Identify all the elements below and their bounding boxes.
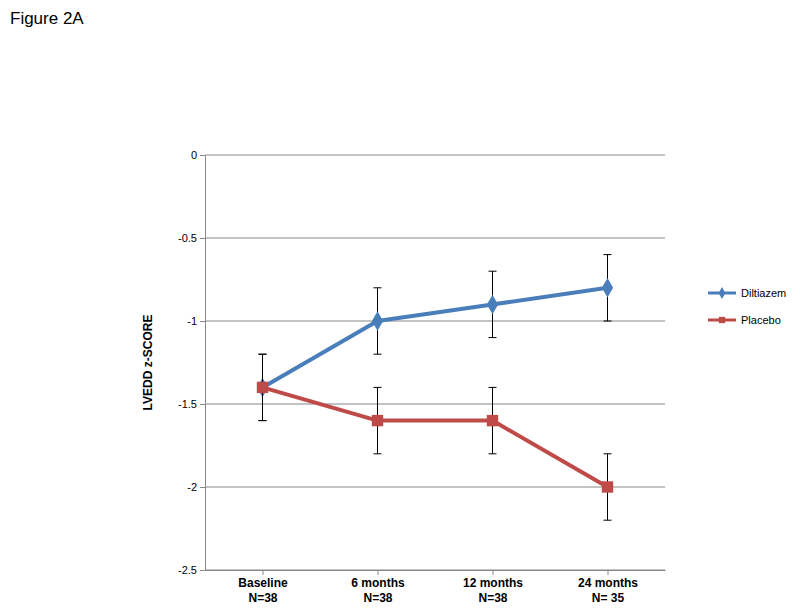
legend-item: Diltiazem [708,287,786,299]
y-tick-mark [200,404,205,405]
y-tick: -2 [187,481,205,493]
legend-marker [719,317,725,323]
x-tick-label: BaselineN=38 [238,576,288,605]
error-bar-cap [259,420,267,421]
x-axis-line [206,570,666,571]
y-tick-label: 0 [191,149,197,161]
grid-line [205,570,665,571]
x-tick-mark [378,570,379,575]
y-tick: -1.5 [178,398,205,410]
y-tick-mark [200,238,205,239]
y-axis-line [205,156,206,571]
y-axis-title: LVEDD z-SCORE [141,315,155,411]
point-marker [602,278,613,298]
x-axis: BaselineN=38 6 monthsN=38 12 monthsN=38 24 … [206,570,666,605]
error-bar-cap [259,354,267,355]
x-tick: 24 monthsN= 35 [578,570,638,605]
y-tick-label: -1.5 [178,398,197,410]
error-bar-cap [489,271,497,272]
series [257,354,613,520]
y-tick-mark [200,321,205,322]
y-tick: -0.5 [178,232,205,244]
point-marker [487,415,498,426]
error-bar-cap [604,453,612,454]
legend-label: Placebo [741,314,781,326]
error-bar-cap [604,321,612,322]
error-bar-cap [259,420,267,421]
error-bar-cap [374,453,382,454]
point-marker [487,295,498,315]
series-line [263,387,608,487]
grid-line [205,155,665,156]
x-tick: 12 monthsN=38 [463,570,523,605]
x-tick: 6 monthsN=38 [351,570,405,605]
y-tick-mark [200,487,205,488]
error-bar-cap [374,287,382,288]
x-tick: BaselineN=38 [238,570,288,605]
legend-marker [719,287,726,299]
title: Figure 2A [10,9,84,28]
grid-line [205,238,665,239]
legend-label: Diltiazem [741,287,786,299]
error-bar-cap [489,387,497,388]
error-bar-cap [259,354,267,355]
series [257,255,613,421]
error-bar-cap [489,453,497,454]
chart: Figure 2A 0 -0.5 -1 -1.5 -2 -2.5 BaselineN=38 6 … [0,0,800,616]
grid-line [205,321,665,322]
grid-line [205,487,665,488]
error-bar-cap [374,354,382,355]
error-bar-cap [604,520,612,521]
x-tick-label: 12 monthsN=38 [463,576,523,605]
plot-marks [257,255,613,521]
point-marker [602,481,613,492]
error-bar-cap [489,337,497,338]
grid-line [205,404,665,405]
grid [205,155,665,570]
y-tick-mark [200,155,205,156]
error-bar-cap [374,387,382,388]
y-tick: 0 [191,149,205,161]
error-bar-cap [604,254,612,255]
legend-item: Placebo [708,314,781,326]
point-marker [372,311,383,331]
x-tick-label: 6 monthsN=38 [351,576,405,605]
x-tick-label: 24 monthsN= 35 [578,576,638,605]
y-tick: -2.5 [178,564,205,576]
point-marker [257,382,268,393]
y-tick-label: -2.5 [178,564,197,576]
y-tick-label: -2 [187,481,197,493]
y-tick-mark [200,570,205,571]
y-tick-label: -1 [187,315,197,327]
y-tick: -1 [187,315,205,327]
y-axis: 0 -0.5 -1 -1.5 -2 -2.5 [178,149,205,576]
x-tick-mark [493,570,494,575]
x-tick-mark [263,570,264,575]
legend: Diltiazem Placebo [708,287,786,326]
point-marker [372,415,383,426]
series-line [263,288,608,388]
x-tick-mark [608,570,609,575]
y-tick-label: -0.5 [178,232,197,244]
